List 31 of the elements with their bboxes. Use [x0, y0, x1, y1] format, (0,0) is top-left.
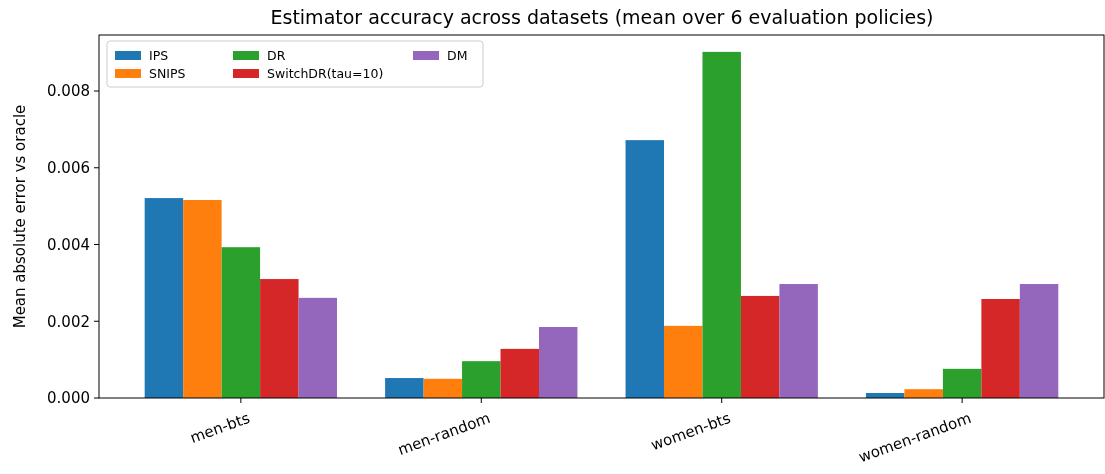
chart-title: Estimator accuracy across datasets (mean over 6 evaluation policies)	[270, 6, 934, 28]
bar	[423, 378, 463, 398]
y-tick-label: 0.000	[47, 389, 90, 408]
y-tick-label: 0.008	[47, 82, 90, 101]
y-axis-title: Mean absolute error vs oracle	[11, 104, 29, 329]
bar	[702, 51, 741, 398]
bar	[462, 361, 501, 398]
legend-label: DM	[447, 48, 468, 64]
bar	[779, 284, 818, 398]
bar	[625, 140, 665, 398]
legend-label: IPS	[149, 48, 169, 64]
bar	[1019, 284, 1059, 398]
y-tick-label: 0.002	[47, 312, 90, 331]
legend-label: SwitchDR(tau=10)	[267, 66, 384, 82]
bar	[298, 297, 338, 398]
bar	[260, 279, 299, 398]
bar	[942, 368, 982, 398]
bar	[740, 295, 780, 398]
legend-label: SNIPS	[149, 66, 186, 82]
bar	[183, 200, 222, 398]
legend-label: DR	[267, 48, 286, 64]
bar	[664, 325, 703, 398]
bar	[981, 299, 1020, 398]
bar	[538, 327, 578, 398]
bar	[385, 378, 424, 398]
bar	[221, 247, 261, 398]
y-tick-label: 0.004	[47, 235, 90, 254]
bar	[144, 198, 184, 398]
bar	[904, 389, 943, 398]
y-tick-label: 0.006	[47, 159, 90, 178]
bar	[500, 348, 539, 398]
